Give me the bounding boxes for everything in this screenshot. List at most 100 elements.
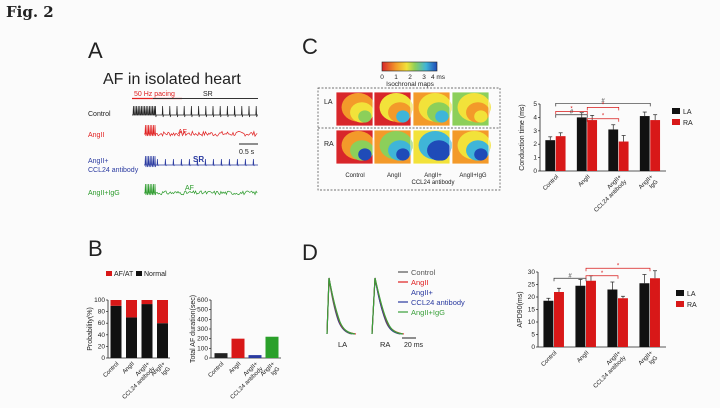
c-sig-mark-3: # xyxy=(570,110,574,116)
c-legend-label-la: LA xyxy=(683,109,692,116)
c-sig-bracket-0 xyxy=(555,102,651,107)
scale-label-a: 0.5 s xyxy=(239,149,255,156)
panel-a: A AF in isolated heart 50 Hz pacing SR C… xyxy=(88,38,258,197)
trace-igg xyxy=(144,183,258,196)
sr-header-label: SR xyxy=(203,91,213,98)
d-bar-ra-2 xyxy=(618,298,628,347)
colorbar-title: Isochronal maps xyxy=(386,81,434,88)
b2-xtick-label: AngII+IgG xyxy=(260,361,282,383)
c-ytick-label: 5 xyxy=(533,101,537,108)
map-col-label-antibody-2: CCL24 antibody xyxy=(411,180,454,186)
trace-control xyxy=(132,105,258,118)
action-potential-traces xyxy=(326,277,405,335)
legend-swatch-normal xyxy=(136,271,142,276)
isochronal-map-0-1 xyxy=(373,91,413,127)
b2-xtick-label: AngII xyxy=(228,361,242,375)
c-sig-mark-1: * xyxy=(570,106,573,112)
legend-text-igg: AngII+IgG xyxy=(411,308,445,317)
c-xtick-label: AngII xyxy=(578,174,592,188)
panel-d-legend: Control AngII AngII+ CCL24 antibody AngI… xyxy=(398,268,465,317)
colorbar-tick-0: 0 xyxy=(380,74,384,81)
b1-xtick-label: AngII+CCL24 antibody xyxy=(117,361,157,401)
trace-label-antibody-line2: CCL24 antibody xyxy=(88,167,139,174)
figure-label: Fig. 2 xyxy=(6,3,54,21)
colorbar-tick-1: 1 xyxy=(394,74,398,81)
ap-la-igg xyxy=(326,277,356,335)
d-xtick-label: AngII xyxy=(576,350,590,364)
row-label-la: LA xyxy=(324,99,333,106)
b2-xtick-label-line: AngII xyxy=(228,361,242,375)
d-xtick-label: Control xyxy=(540,350,558,368)
c-sig-bracket-4 xyxy=(586,118,620,122)
d-ytick-label: 15 xyxy=(528,307,536,314)
trace-annotation-af-2: AF xyxy=(185,185,194,192)
pacing-label: 50 Hz pacing xyxy=(134,91,175,98)
c-sig-mark-4: * xyxy=(602,114,605,120)
d-ytick-label: 20 xyxy=(528,294,536,301)
d-xtick-label-line: Control xyxy=(540,350,558,368)
d-xtick-label: AngII+CCL24 antibody xyxy=(588,350,628,390)
b2-ytick-label: 300 xyxy=(197,326,208,333)
d-bar-la-3 xyxy=(639,283,650,347)
c-bar-la-2 xyxy=(608,129,619,171)
c-xtick-label: AngII+CCL24 antibody xyxy=(588,174,628,214)
d-ytick-label: 0 xyxy=(531,344,535,351)
b2-ytick-label: 500 xyxy=(197,307,208,314)
c-ytick-label: 3 xyxy=(533,128,537,135)
b2-bar-2 xyxy=(248,355,262,358)
d-xtick-label-line: IgG xyxy=(648,355,659,366)
legend-label-normal: Normal xyxy=(144,271,167,278)
c-xtick-label: AngII+IgG xyxy=(638,174,660,196)
c-sig-mark-2: * xyxy=(602,102,605,108)
b1-bar-afat-0 xyxy=(110,300,122,306)
b2-bar-0 xyxy=(214,353,228,358)
d-bar-ra-3 xyxy=(650,278,660,347)
isochronal-map-blob-c-0-0 xyxy=(358,110,372,123)
isochronal-map-blob-c-1-2 xyxy=(435,148,449,161)
map-col-label-igg: AngII+IgG xyxy=(459,173,487,179)
d-ytick-label: 5 xyxy=(531,332,535,339)
c-xtick-label: Control xyxy=(542,174,560,192)
d-ytick-label: 30 xyxy=(528,269,536,276)
panel-d: D LA RA 20 ms Control AngII AngII+ CCL24… xyxy=(302,240,697,390)
d-ytick-label: 10 xyxy=(528,319,536,326)
isochronal-map-1-1 xyxy=(373,129,413,165)
isochronal-maps xyxy=(335,91,491,165)
b1-ylabel: Probability(%) xyxy=(87,307,94,351)
d-ylabel: APD90(ms) xyxy=(517,291,524,327)
b1-ytick-label: 0 xyxy=(101,355,105,362)
map-col-label-control: Control xyxy=(345,173,364,179)
c-bar-la-3 xyxy=(639,116,650,171)
c-xtick-label-line: Control xyxy=(542,174,560,192)
d-legend-label-la: LA xyxy=(687,291,696,298)
isochronal-map-1-3 xyxy=(451,129,491,165)
isochronal-map-frame xyxy=(317,87,501,191)
colorbar xyxy=(381,61,438,72)
c-bar-la-0 xyxy=(545,140,556,171)
colorbar-tick-2: 2 xyxy=(408,74,412,81)
b2-bar-3 xyxy=(265,336,279,358)
panel-c: C 0 1 2 3 4 ms Isochronal maps LA RA Con… xyxy=(302,34,693,214)
b2-ylabel: Total AF duration(sec) xyxy=(190,295,197,363)
row-label-ra: RA xyxy=(324,141,334,148)
legend-text-control: Control xyxy=(411,268,436,277)
isochronal-map-blob-c-1-3 xyxy=(474,148,488,161)
b2-xtick-label: AngII+CCL24 antibody xyxy=(225,361,265,401)
d-legend-swatch-ra xyxy=(676,301,684,307)
d-sig-bracket-1 xyxy=(585,275,619,279)
isochronal-map-blob-c-0-3 xyxy=(474,110,488,123)
d-legend-label-ra: RA xyxy=(687,302,697,309)
b1-xtick-label-line: Control xyxy=(102,361,120,379)
ap-ra-igg xyxy=(371,277,404,335)
b1-ytick-label: 100 xyxy=(94,297,105,304)
b1-xtick-label: Control xyxy=(102,361,120,379)
c-sig-bracket-2 xyxy=(586,107,620,111)
b2-ytick-label: 400 xyxy=(197,316,208,323)
legend-text-angii: AngII xyxy=(411,278,429,287)
isochronal-map-border-1-3 xyxy=(451,129,490,165)
panel-c-letter: C xyxy=(302,34,318,59)
b1-bar-normal-1 xyxy=(126,317,137,358)
